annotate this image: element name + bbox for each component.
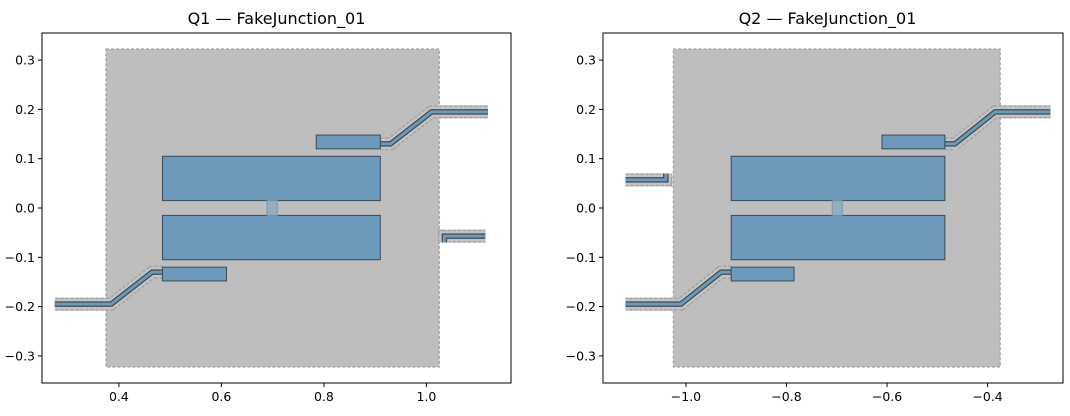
bottom-pad — [730, 214, 946, 261]
upper-trace — [380, 105, 488, 151]
stub-trace-conductor — [442, 234, 486, 243]
upper-coupler — [881, 134, 946, 150]
lower-trace — [625, 265, 732, 311]
lower-trace-conductor — [625, 270, 732, 306]
y-tick-label: 0.2 — [576, 102, 596, 117]
lower-coupler — [730, 266, 795, 282]
panel-q1: Q1 — FakeJunction_01 0.4 0.6 0.8 1.0 0.3 0.2 0… — [5, 9, 512, 404]
lower-trace — [54, 265, 163, 311]
junction — [266, 200, 278, 216]
stub-trace-conductor — [625, 173, 668, 182]
y-tick-label: −0.2 — [566, 299, 596, 314]
bottom-pad — [161, 214, 381, 261]
y-tick-label: 0.3 — [576, 53, 596, 68]
y-tick-label: −0.3 — [566, 348, 596, 363]
plot-area — [625, 48, 1051, 368]
x-tick-label: −0.6 — [872, 389, 902, 404]
y-tick-label: 0.2 — [15, 102, 35, 117]
lower-trace-conductor — [54, 270, 163, 306]
x-tick-label: 1.0 — [416, 389, 436, 404]
upper-trace-conductor — [380, 110, 488, 146]
y-tick-label: −0.3 — [5, 348, 35, 363]
y-tick-label: −0.1 — [5, 250, 35, 265]
junction — [831, 200, 843, 216]
stub-trace — [437, 229, 486, 243]
panel-q2: Q2 — FakeJunction_01 −1.0 −0.8 −0.6 −0.4 0.3… — [566, 9, 1064, 404]
x-tick-label: −1.0 — [671, 389, 701, 404]
y-tick-label: 0.0 — [15, 201, 35, 216]
x-tick-label: −0.4 — [972, 389, 1002, 404]
chart-title: Q1 — FakeJunction_01 — [188, 9, 366, 29]
upper-trace-conductor — [944, 110, 1051, 146]
upper-trace — [944, 105, 1051, 151]
x-tick-label: 0.4 — [109, 389, 129, 404]
y-tick-label: −0.2 — [5, 299, 35, 314]
x-tick-label: 0.6 — [211, 389, 231, 404]
x-tick-label: −0.8 — [771, 389, 801, 404]
plot-area — [54, 48, 488, 368]
y-tick-label: 0.0 — [576, 201, 596, 216]
y-tick-label: −0.1 — [566, 250, 596, 265]
top-pad — [730, 155, 946, 202]
y-tick-label: 0.1 — [576, 151, 596, 166]
lower-coupler — [161, 266, 228, 282]
stub-trace — [625, 173, 673, 187]
y-tick-label: 0.3 — [15, 53, 35, 68]
x-tick-label: 0.8 — [314, 389, 334, 404]
upper-coupler — [315, 134, 381, 150]
top-pad — [161, 155, 381, 202]
chart-title: Q2 — FakeJunction_01 — [739, 9, 917, 29]
y-tick-label: 0.1 — [15, 151, 35, 166]
